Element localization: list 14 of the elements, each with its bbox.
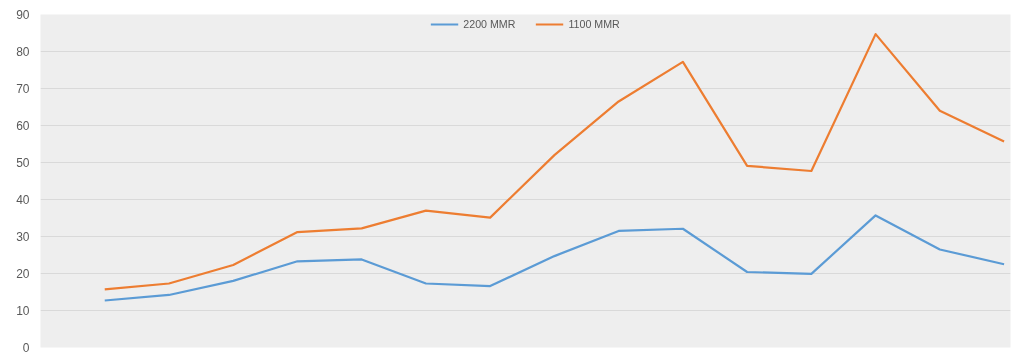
line-series xyxy=(103,214,1006,302)
y-tick-label: 60 xyxy=(16,119,30,133)
y-tick-label: 70 xyxy=(16,82,30,96)
y-tick-label: 10 xyxy=(16,304,30,318)
y-tick-label: 40 xyxy=(16,193,30,207)
y-tick-label: 80 xyxy=(16,45,30,59)
y-tick-label: 20 xyxy=(16,267,30,281)
y-tick-label: 30 xyxy=(16,230,30,244)
y-tick-label: 90 xyxy=(16,8,30,22)
y-tick-label: 0 xyxy=(22,341,30,355)
line-series xyxy=(103,33,1006,291)
y-tick-label: 50 xyxy=(16,156,30,170)
legend-label: 2200 MMR xyxy=(463,18,516,30)
legend-label: 1100 MMR xyxy=(568,18,620,30)
